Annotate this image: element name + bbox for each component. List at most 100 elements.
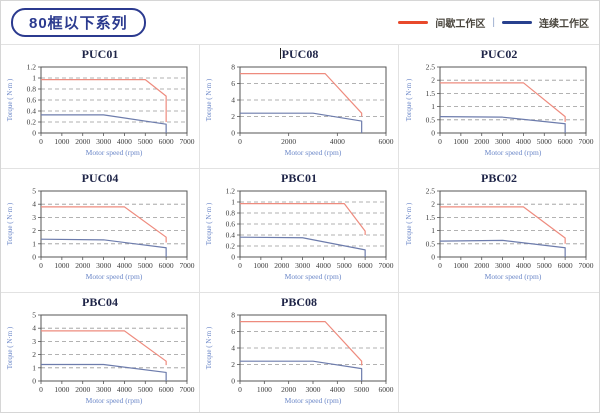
svg-text:1000: 1000 (253, 261, 268, 270)
svg-text:7000: 7000 (180, 261, 195, 270)
svg-text:5000: 5000 (537, 137, 552, 146)
svg-text:1: 1 (32, 239, 36, 248)
svg-text:6000: 6000 (379, 137, 394, 146)
svg-text:0: 0 (39, 261, 43, 270)
svg-text:2000: 2000 (274, 261, 289, 270)
svg-text:6000: 6000 (159, 137, 174, 146)
svg-text:4000: 4000 (330, 385, 345, 394)
svg-text:6000: 6000 (379, 385, 394, 394)
chart-cell-pbc02: PBC02 0 1000 2000 3000 4000 5000 6000 7000 0 0.5 1… (399, 169, 599, 293)
svg-text:3000: 3000 (96, 137, 111, 146)
svg-text:0: 0 (431, 253, 435, 262)
chart-title: PUC02 (480, 47, 518, 61)
svg-text:Motor speed (rpm): Motor speed (rpm) (285, 272, 342, 281)
svg-text:Motor speed (rpm): Motor speed (rpm) (285, 396, 342, 405)
chart-cell-pbc04: PBC04 0 1000 2000 3000 4000 5000 6000 7000 0 1 2 3 4… (1, 293, 200, 412)
svg-text:Torque ( N·m ): Torque ( N·m ) (6, 326, 14, 369)
svg-text:0: 0 (231, 377, 235, 386)
svg-text:4000: 4000 (516, 137, 531, 146)
svg-text:0: 0 (231, 129, 235, 138)
svg-text:8: 8 (231, 63, 235, 72)
svg-text:1000: 1000 (54, 137, 69, 146)
torque-speed-plot: 0 1000 2000 3000 4000 5000 6000 7000 0 1 2 3 4 5 Motor… (6, 187, 195, 282)
svg-text:5000: 5000 (354, 385, 369, 394)
page-title: 80框以下系列 (29, 15, 128, 32)
torque-speed-plot: 0 1000 2000 3000 4000 5000 6000 7000 0 0.2 0.4 0.6 0… (205, 187, 394, 282)
svg-text:0.2: 0.2 (27, 118, 37, 127)
svg-text:4000: 4000 (117, 137, 132, 146)
svg-text:Torque ( N·m ): Torque ( N·m ) (405, 78, 413, 121)
svg-text:6000: 6000 (159, 261, 174, 270)
svg-text:2000: 2000 (474, 137, 489, 146)
svg-text:4: 4 (231, 96, 235, 105)
svg-text:0.4: 0.4 (27, 107, 37, 116)
svg-text:7000: 7000 (579, 137, 594, 146)
svg-text:0: 0 (32, 377, 36, 386)
svg-text:Torque ( N·m ): Torque ( N·m ) (6, 78, 14, 121)
svg-text:1: 1 (431, 102, 435, 111)
svg-text:4000: 4000 (316, 261, 331, 270)
svg-text:1: 1 (431, 226, 435, 235)
svg-text:0.4: 0.4 (226, 231, 236, 240)
svg-text:5: 5 (32, 311, 36, 320)
svg-text:1000: 1000 (453, 137, 468, 146)
svg-text:3000: 3000 (295, 261, 310, 270)
svg-text:0: 0 (32, 129, 36, 138)
svg-text:3000: 3000 (306, 385, 321, 394)
intermittent-line-swatch-icon (398, 21, 429, 24)
svg-text:1000: 1000 (54, 261, 69, 270)
svg-text:1: 1 (32, 74, 36, 83)
svg-text:0.5: 0.5 (426, 239, 436, 248)
svg-text:7000: 7000 (180, 137, 195, 146)
svg-text:2000: 2000 (75, 137, 90, 146)
svg-text:0.8: 0.8 (27, 85, 37, 94)
svg-text:1.5: 1.5 (426, 213, 436, 222)
svg-text:0.5: 0.5 (426, 115, 436, 124)
svg-text:1000: 1000 (257, 385, 272, 394)
svg-text:Torque ( N·m ): Torque ( N·m ) (6, 202, 14, 245)
svg-text:4000: 4000 (516, 261, 531, 270)
svg-text:2: 2 (32, 350, 36, 359)
svg-text:0.6: 0.6 (226, 220, 236, 229)
svg-text:6000: 6000 (558, 137, 573, 146)
chart-grid: PUC01 0 1000 2000 3000 4000 5000 6000 7000 0 0.2 0… (1, 44, 599, 412)
chart-title: PUC04 (81, 171, 119, 185)
svg-text:6000: 6000 (558, 261, 573, 270)
svg-text:4: 4 (231, 344, 235, 353)
svg-text:0: 0 (39, 137, 43, 146)
svg-text:2000: 2000 (474, 261, 489, 270)
chart-title: PUC01 (81, 47, 119, 61)
svg-text:1000: 1000 (453, 261, 468, 270)
svg-text:Motor speed (rpm): Motor speed (rpm) (285, 148, 342, 157)
chart-title: PBC01 (281, 171, 317, 185)
torque-speed-plot: 0 1000 2000 3000 4000 5000 6000 7000 0 0.2 0.4 0.6 0… (6, 63, 195, 158)
torque-speed-plot: 0 1000 2000 3000 4000 5000 6000 7000 0 0.5 1 1.5 2 2.… (405, 187, 594, 282)
svg-text:0.2: 0.2 (226, 242, 236, 251)
svg-text:8: 8 (231, 311, 235, 320)
svg-text:6: 6 (231, 79, 235, 88)
svg-text:4: 4 (32, 324, 36, 333)
chart-title: PUC08 (279, 47, 319, 61)
svg-text:Torque ( N·m ): Torque ( N·m ) (205, 202, 213, 245)
torque-speed-plot: 0 1000 2000 3000 4000 5000 6000 7000 0 0.5 1 1.5 2 2.… (405, 63, 594, 158)
svg-text:0: 0 (238, 385, 242, 394)
svg-text:6000: 6000 (159, 385, 174, 394)
svg-text:5000: 5000 (138, 385, 153, 394)
text-cursor-artifact (279, 48, 281, 59)
svg-text:1.2: 1.2 (226, 187, 236, 196)
chart-cell-pbc01: PBC01 0 1000 2000 3000 4000 5000 6000 7000 0 0.2 0… (200, 169, 399, 293)
svg-text:0: 0 (238, 261, 242, 270)
legend-label-continuous: 连续工作区 (539, 19, 589, 30)
svg-text:2: 2 (431, 76, 435, 85)
svg-text:0: 0 (438, 137, 442, 146)
svg-text:5000: 5000 (537, 261, 552, 270)
svg-text:2000: 2000 (281, 137, 296, 146)
svg-text:3000: 3000 (96, 385, 111, 394)
svg-text:2000: 2000 (281, 385, 296, 394)
svg-text:Motor speed (rpm): Motor speed (rpm) (485, 148, 542, 157)
svg-text:1.2: 1.2 (27, 63, 37, 72)
svg-text:0: 0 (438, 261, 442, 270)
svg-text:0: 0 (231, 253, 235, 262)
svg-text:5000: 5000 (138, 261, 153, 270)
chart-cell-puc08: PUC08 0 2000 4000 6000 0 2 4 6 8 Motor speed (rpm… (200, 45, 399, 169)
